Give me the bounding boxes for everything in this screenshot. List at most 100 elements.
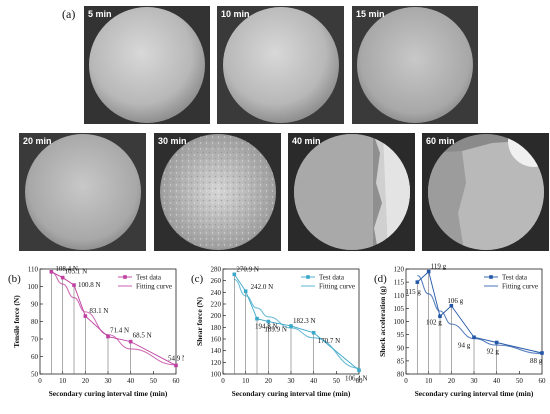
test-data-point [128,339,133,344]
data-label: 71.4 N [110,327,129,335]
data-label: 54.9 N [168,354,184,362]
image-tile-30-min: 30 min [154,133,281,251]
y-axis-label: Shear force (N) [195,297,204,346]
y-tick-label: 260 [211,277,222,285]
test-data-point [426,269,431,274]
x-tick-label: 0 [404,377,408,385]
image-time-label: 15 min [356,9,385,19]
x-axis-label: Secondary curing interval time (min) [49,389,168,398]
data-label: 108.4 N [55,265,78,273]
data-label: 242.0 N [251,283,274,291]
x-tick-label: 0 [221,377,225,385]
legend-test-marker [306,275,310,279]
image-tile-20-min: 20 min [19,133,146,251]
legend-test-marker [489,275,493,279]
legend-fit-label: Fitting curve [502,283,538,291]
x-tick-label: 10 [59,377,67,385]
y-tick-label: 95 [397,331,405,339]
y-tick-label: 110 [28,266,39,274]
data-label: 170.7 N [318,337,341,345]
data-label: 94 g [458,341,471,349]
x-tick-label: 40 [493,377,501,385]
x-tick-label: 30 [105,377,113,385]
test-data-point [438,314,442,319]
legend-test-label: Test data [136,274,162,282]
shock-acceleration-chart: (d) 80 85 90 95 100 105 110 115 120 0 10 20 30 40 50 60 S… [374,263,546,398]
y-tick-label: 110 [394,292,405,300]
y-tick-label: 70 [31,336,39,344]
y-tick-label: 85 [397,357,405,365]
data-label: 115 g [405,288,421,296]
test-data-point [255,316,259,321]
test-data-point [357,368,361,373]
x-axis-label: Secondary curing interval time (min) [415,389,534,398]
test-data-point [540,351,544,355]
data-label: 106.4 N [345,374,367,382]
y-tick-label: 100 [211,371,222,379]
x-tick-label: 60 [356,377,364,385]
x-tick-label: 10 [242,377,250,385]
test-data-point [494,340,499,345]
data-label: 92 g [487,348,500,356]
y-tick-label: 100 [394,318,405,326]
x-tick-label: 20 [82,377,90,385]
y-tick-label: 120 [211,359,222,367]
image-time-label: 60 min [426,136,455,146]
test-data-point [60,275,65,280]
data-label: 105.1 N [65,268,88,276]
fitting-curve [234,278,360,369]
legend-test-label: Test data [319,274,345,282]
x-tick-label: 20 [448,377,456,385]
test-data-point [266,319,271,324]
x-tick-label: 30 [288,377,296,385]
image-time-label: 10 min [221,9,250,19]
y-tick-label: 200 [211,312,222,320]
data-label: 100.8 N [78,281,101,289]
circle-sample-image [288,133,415,251]
x-tick-label: 10 [425,377,433,385]
y-tick-label: 280 [211,266,222,274]
image-tile-40-min: 40 min [288,133,415,251]
legend-fit-label: Fitting curve [136,283,172,291]
tensile-force-chart: (b) 50 60 70 80 90 100 110 0 10 20 30 40 50 60 Secondar… [8,265,184,398]
legend-test-label: Test data [502,274,528,282]
y-tick-label: 90 [397,344,405,352]
image-time-label: 20 min [23,136,52,146]
image-tile-60-min: 60 min [422,133,549,251]
legend-fit-label: Fitting curve [319,283,355,291]
test-data-point [83,314,88,318]
y-tick-label: 100 [28,283,39,291]
test-data-point [232,272,237,277]
circle-sample-image [19,133,146,251]
image-time-label: 5 min [88,9,112,19]
image-time-label: 30 min [158,136,187,146]
x-tick-label: 20 [265,377,273,385]
charts-row: (b) 50 60 70 80 90 100 110 0 10 20 30 40 50 60 Secondar… [0,262,550,414]
y-tick-label: 80 [397,371,405,379]
image-tile-5-min: 5 min [84,6,210,124]
test-data-point [449,303,454,308]
image-time-label: 40 min [292,136,321,146]
circle-sample-image [352,6,478,124]
x-tick-label: 60 [173,377,181,385]
test-data-point [289,324,293,328]
x-tick-label: 30 [471,377,479,385]
panel-label: (c) [191,273,204,285]
panel-a-label: (a) [62,7,76,21]
y-tick-label: 105 [394,305,405,313]
x-tick-label: 40 [127,377,135,385]
fitting-curve [417,275,543,355]
data-label: 83.1 N [89,307,108,315]
y-tick-label: 160 [211,336,222,344]
data-label: 194.8 N [255,323,278,331]
data-label: 68.5 N [133,332,152,340]
data-label: 88 g [530,357,543,365]
shear-force-chart: (c) 100 120 140 160 180 200 220 240 260 280 0 10 20 30… [191,265,367,398]
data-label: 270.9 N [236,265,259,273]
data-label: 119 g [431,263,447,271]
image-tile-15-min: 15 min [352,6,478,124]
circle-sample-image [154,133,281,251]
data-label: 102 g [426,318,442,326]
data-label: 189.9 N [264,326,287,334]
y-tick-label: 180 [211,324,222,332]
